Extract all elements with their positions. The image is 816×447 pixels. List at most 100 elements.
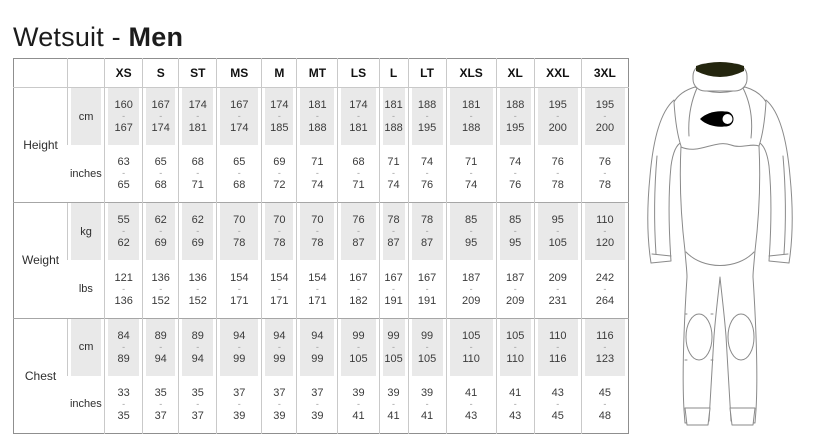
cell-chest-inches-m: 37-39 (261, 375, 297, 434)
range-separator: - (556, 226, 560, 237)
title-prefix: Wetsuit - (13, 22, 129, 53)
range-lo-value: 136 (188, 271, 207, 284)
range-separator: - (469, 226, 473, 237)
range-lo-value: 45 (598, 386, 612, 399)
range-separator: - (392, 226, 396, 237)
range-hi-value: 99 (233, 352, 246, 365)
range-hi-value: 69 (154, 237, 167, 250)
range-separator: - (159, 111, 163, 122)
range-lo-value: 39 (420, 386, 434, 399)
cell-chest-cm-xs: 84-89 (104, 317, 143, 376)
cell-height-cm-ms: 167-174 (216, 87, 262, 146)
range-separator: - (513, 398, 517, 409)
range-separator: - (315, 398, 319, 409)
range-hi-value: 105 (384, 352, 403, 365)
range-lo-value: 187 (461, 271, 481, 284)
range-lo-value: 209 (548, 271, 567, 284)
range-lo-value: 71 (465, 156, 478, 169)
range-separator: - (122, 168, 126, 179)
range-lo-value: 160 (114, 99, 133, 112)
range-hi-value: 136 (114, 294, 133, 307)
range-separator: - (237, 111, 241, 122)
range-separator: - (196, 226, 200, 237)
range-separator: - (122, 111, 126, 122)
range-hi-value: 41 (352, 409, 365, 422)
cell-chest-cm-mt: 94-99 (296, 317, 338, 376)
range-hi-value: 174 (151, 122, 170, 135)
range-separator: - (237, 341, 241, 352)
range-lo-value: 85 (465, 214, 478, 227)
range-separator: - (122, 398, 126, 409)
cell-weight-lbs-mt: 154-171 (296, 260, 338, 319)
corner-cell-label (13, 58, 68, 88)
range-separator: - (392, 111, 396, 122)
range-lo-value: 89 (154, 329, 167, 342)
range-lo-value: 65 (154, 156, 167, 169)
range-separator: - (392, 341, 396, 352)
range-separator: - (315, 283, 319, 294)
brand-logo-icon (700, 111, 734, 127)
range-hi-value: 185 (270, 122, 289, 135)
cell-chest-cm-3xl: 116-123 (580, 317, 629, 376)
range-separator: - (425, 168, 429, 179)
range-lo-value: 110 (596, 214, 614, 227)
cell-height-cm-s: 167-174 (142, 87, 179, 146)
cell-chest-inches-mt: 37-39 (296, 375, 338, 434)
range-lo-value: 154 (308, 271, 327, 284)
range-separator: - (513, 226, 517, 237)
range-lo-value: 71 (311, 156, 324, 169)
range-separator: - (277, 168, 281, 179)
range-lo-value: 181 (384, 99, 403, 112)
cell-chest-cm-xl: 105-110 (495, 317, 535, 376)
range-lo-value: 70 (273, 214, 286, 227)
range-hi-value: 174 (230, 122, 249, 135)
range-separator: - (556, 341, 560, 352)
range-lo-value: 43 (551, 386, 564, 399)
cell-weight-lbs-st: 136-152 (178, 260, 217, 319)
cell-weight-lbs-3xl: 242-264 (580, 260, 629, 319)
range-separator: - (556, 283, 560, 294)
range-lo-value: 121 (114, 271, 133, 284)
cell-weight-kg-xxl: 95-105 (533, 202, 582, 261)
range-lo-value: 55 (117, 214, 130, 227)
range-separator: - (603, 341, 607, 352)
range-lo-value: 105 (506, 329, 525, 342)
range-separator: - (356, 283, 360, 294)
cell-height-cm-lt: 188-195 (407, 87, 447, 146)
range-lo-value: 37 (273, 386, 286, 399)
cell-weight-kg-s: 62-69 (142, 202, 179, 261)
range-lo-value: 39 (387, 386, 400, 399)
range-separator: - (425, 398, 429, 409)
range-hi-value: 123 (595, 352, 615, 365)
range-separator: - (196, 111, 200, 122)
range-lo-value: 94 (311, 329, 324, 342)
unit-label-height-inches: inches (67, 145, 105, 203)
range-hi-value: 188 (461, 122, 481, 135)
range-separator: - (392, 398, 396, 409)
range-hi-value: 110 (506, 352, 524, 365)
size-chart-table: XS S ST MS M MT LS L LT XLS XL XXL 3XL Height cm 160-1… (13, 58, 629, 434)
range-hi-value: 41 (387, 409, 400, 422)
range-hi-value: 76 (420, 179, 434, 192)
range-lo-value: 41 (509, 386, 522, 399)
cell-height-inches-xl: 74-76 (495, 145, 535, 203)
range-hi-value: 39 (233, 409, 246, 422)
cell-height-cm-3xl: 195-200 (580, 87, 629, 146)
range-hi-value: 195 (417, 122, 437, 135)
range-separator: - (469, 398, 473, 409)
cell-weight-kg-ls: 76-87 (337, 202, 379, 261)
range-hi-value: 74 (465, 179, 478, 192)
cell-height-inches-xxl: 76-78 (533, 145, 582, 203)
range-hi-value: 99 (311, 352, 324, 365)
range-separator: - (603, 168, 607, 179)
cell-height-inches-m: 69-72 (261, 145, 297, 203)
range-separator: - (356, 226, 360, 237)
cell-chest-inches-st: 35-37 (178, 375, 217, 434)
cell-weight-kg-ms: 70-78 (216, 202, 262, 261)
section-label-chest: Chest (13, 317, 68, 434)
cell-weight-kg-xls: 85-95 (445, 202, 497, 261)
cell-height-inches-xls: 71-74 (445, 145, 497, 203)
range-separator: - (237, 283, 241, 294)
row-height-cm: Height cm 160-167 167-174 174-181 167-174 174-… (13, 86, 629, 203)
range-lo-value: 69 (273, 156, 286, 169)
